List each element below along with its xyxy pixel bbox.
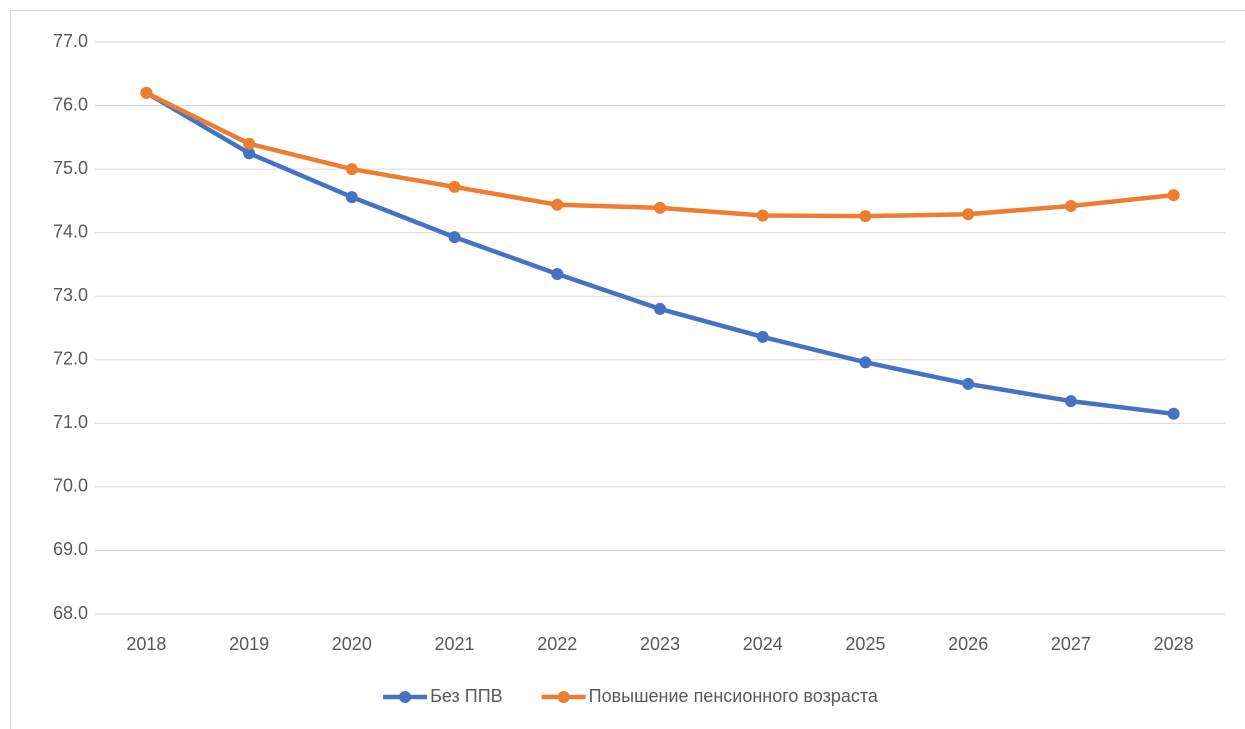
- x-tick-label: 2026: [948, 634, 988, 654]
- x-tick-label: 2023: [640, 634, 680, 654]
- y-tick-label: 73.0: [53, 285, 88, 305]
- y-tick-label: 72.0: [53, 349, 88, 369]
- x-tick-label: 2027: [1051, 634, 1091, 654]
- y-tick-label: 71.0: [53, 412, 88, 432]
- x-tick-label: 2025: [845, 634, 885, 654]
- x-tick-label: 2019: [229, 634, 269, 654]
- data-point: [140, 86, 153, 99]
- data-point: [448, 231, 461, 244]
- y-tick-label: 70.0: [53, 476, 88, 496]
- legend-label: Без ППВ: [430, 686, 503, 706]
- data-point: [962, 377, 975, 390]
- data-point: [859, 210, 872, 223]
- x-tick-label: 2020: [332, 634, 372, 654]
- x-tick-label: 2024: [743, 634, 783, 654]
- data-point: [345, 163, 358, 176]
- series-line: [144, 90, 1176, 219]
- data-point: [551, 267, 564, 280]
- data-point: [1167, 407, 1180, 420]
- y-tick-label: 76.0: [53, 94, 88, 114]
- y-tick-label: 74.0: [53, 221, 88, 241]
- data-point: [1167, 189, 1180, 202]
- y-tick-label: 77.0: [53, 31, 88, 51]
- legend-marker: [557, 691, 570, 703]
- y-tick-label: 68.0: [53, 603, 88, 623]
- data-point: [243, 147, 256, 160]
- legend-marker: [399, 691, 412, 703]
- x-tick-label: 2028: [1154, 634, 1194, 654]
- chart-frame: [10, 10, 1245, 729]
- y-tick-label: 69.0: [53, 539, 88, 559]
- data-point: [551, 198, 564, 211]
- data-point: [1064, 395, 1077, 408]
- x-tick-label: 2021: [435, 634, 475, 654]
- data-point: [243, 137, 256, 150]
- data-point: [756, 330, 769, 343]
- data-point: [1064, 199, 1077, 212]
- series-line: [144, 90, 1176, 417]
- data-point: [654, 201, 666, 214]
- data-point: [756, 209, 769, 222]
- data-point: [345, 191, 358, 204]
- legend-label: Повышение пенсионного возраста: [589, 686, 879, 706]
- x-tick-label: 2022: [537, 634, 577, 654]
- data-point: [859, 356, 872, 369]
- data-point: [962, 208, 975, 221]
- data-point: [654, 302, 666, 315]
- x-tick-label: 2018: [126, 634, 166, 654]
- y-tick-label: 75.0: [53, 158, 88, 178]
- data-point: [448, 180, 461, 193]
